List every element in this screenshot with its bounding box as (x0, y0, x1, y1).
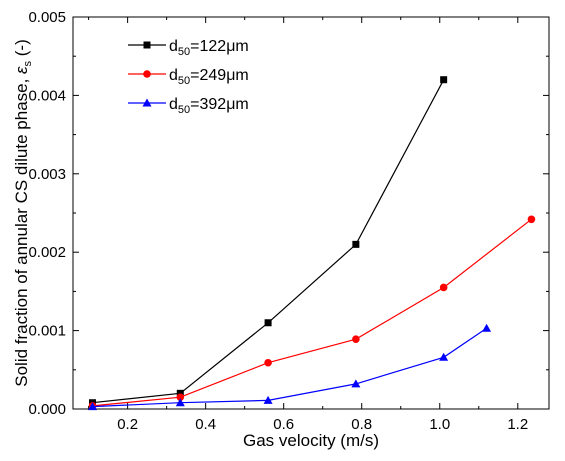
data-point (439, 283, 448, 292)
legend-item: d50=392μm (128, 96, 249, 116)
data-point (352, 335, 360, 344)
legend-marker (143, 41, 151, 49)
legend-label: d50=392μm (169, 96, 249, 116)
y-tick-label: 0.005 (28, 9, 66, 26)
series-layer (88, 76, 536, 411)
series-3 (88, 323, 492, 411)
x-axis-title: Gas velocity (m/s) (243, 431, 379, 450)
y-axis-title: Solid fraction of annular CS dilute phas… (12, 39, 34, 387)
data-point (175, 398, 185, 407)
data-point (439, 352, 449, 361)
ticks-layer: 0.2 0.4 0.6 0.8 1.0 1.2 0.000 0.001 0.002 0.003 0.… (28, 9, 549, 433)
data-point (264, 358, 272, 367)
data-point (352, 240, 360, 248)
y-axis-title-subscript: s (22, 60, 34, 66)
x-tick-label: 1.2 (507, 416, 528, 433)
data-point (88, 402, 98, 411)
x-tick-label: 0.8 (351, 416, 372, 433)
series-1 (89, 76, 448, 407)
y-tick-label: 0.003 (28, 166, 66, 183)
y-tick-label: 0.004 (28, 87, 66, 104)
legend-marker (142, 98, 152, 107)
data-point (264, 319, 272, 327)
x-tick-label: 0.4 (195, 416, 216, 433)
legend: d50=122μm d50=249μm d50=392μm (128, 38, 249, 116)
legend-marker (143, 70, 151, 78)
x-tick-label: 1.0 (429, 416, 450, 433)
data-point (351, 379, 361, 388)
x-tick-label: 0.6 (273, 416, 294, 433)
data-point (176, 389, 184, 397)
series-line (92, 218, 532, 407)
x-tick-label: 0.2 (117, 416, 138, 433)
legend-label: d50=249μm (169, 67, 249, 87)
data-point (482, 323, 492, 332)
legend-label: d50=122μm (169, 38, 249, 58)
y-tick-label: 0.000 (28, 401, 66, 418)
data-point (176, 393, 185, 402)
y-tick-label: 0.002 (28, 244, 66, 261)
legend-item: d50=122μm (128, 38, 249, 58)
y-axis-title-text: Solid fraction of annular CS dilute phas… (12, 74, 31, 387)
y-tick-label: 0.001 (28, 323, 66, 340)
series-2 (88, 215, 536, 410)
series-line (92, 79, 445, 404)
data-point (440, 76, 448, 84)
y-axis-title-symbol: ε (12, 66, 31, 74)
series-line (92, 327, 487, 408)
y-axis-title-unit: (-) (12, 39, 31, 61)
data-point (263, 395, 273, 404)
data-point (527, 215, 536, 224)
legend-item: d50=249μm (128, 67, 249, 87)
